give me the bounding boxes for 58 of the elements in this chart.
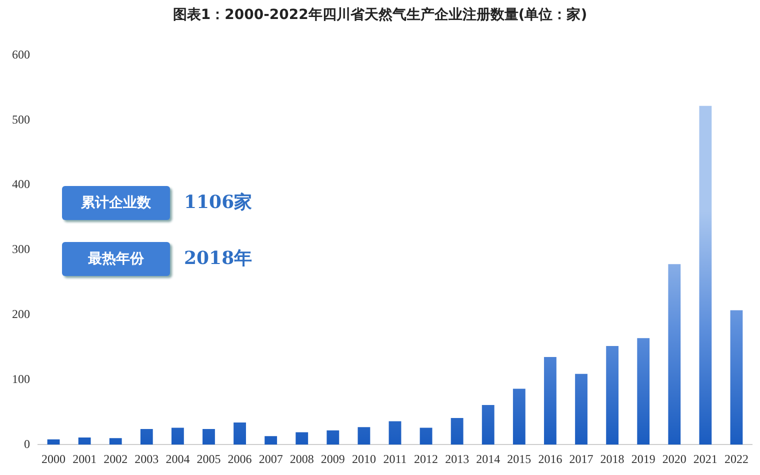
- x-tick-label: 2012: [414, 452, 438, 466]
- bar: [575, 374, 588, 445]
- x-tick-label: 2006: [228, 452, 252, 466]
- x-tick-label: 2018: [600, 452, 624, 466]
- x-tick-label: 2008: [290, 452, 314, 466]
- bar: [388, 421, 402, 445]
- annotation: 1106家: [184, 191, 252, 215]
- x-tick-label: 2002: [104, 452, 128, 466]
- bar: [606, 346, 619, 445]
- bar: [482, 405, 494, 445]
- x-tick-label: 2013: [445, 452, 470, 466]
- x-tick-label: 2019: [631, 452, 656, 466]
- bar: [450, 418, 464, 445]
- bar: [699, 106, 712, 445]
- x-tick-label: 2017: [569, 452, 594, 466]
- bar: [78, 437, 91, 445]
- bar: [171, 428, 184, 445]
- bar: [512, 388, 526, 445]
- x-tick-label: 2007: [258, 452, 283, 466]
- x-tick-label: 2004: [166, 452, 190, 466]
- bar: [668, 264, 681, 445]
- x-tick-label: 2010: [352, 452, 376, 466]
- bar: [326, 430, 340, 445]
- y-tick-label: 200: [12, 306, 30, 321]
- ribbon-banner: 累计企业数: [62, 186, 170, 220]
- x-tick-label: 2021: [693, 452, 718, 466]
- bar: [234, 422, 246, 445]
- bar: [637, 338, 650, 445]
- x-tick-label: 2009: [320, 452, 345, 466]
- bar: [296, 432, 308, 445]
- x-tick-label: 2003: [134, 452, 159, 466]
- bar: [544, 356, 556, 445]
- x-tick-label: 2015: [507, 452, 532, 466]
- y-tick-label: 100: [12, 372, 30, 386]
- x-tick-label: 2011: [383, 452, 407, 466]
- x-tick-label: 2014: [476, 452, 500, 466]
- x-tick-label: 2022: [724, 452, 748, 466]
- x-tick-label: 2016: [538, 452, 562, 466]
- y-tick-label: 300: [12, 242, 30, 256]
- bar: [730, 310, 743, 445]
- bar: [47, 439, 60, 445]
- bar: [420, 428, 432, 445]
- bar: [264, 436, 278, 445]
- y-tick-label: 400: [12, 177, 30, 192]
- annotation: 2018年: [184, 247, 252, 271]
- ribbon-banner: 最热年份: [62, 242, 170, 276]
- y-tick-label: 0: [24, 436, 30, 451]
- x-tick-label: 2005: [196, 452, 221, 466]
- chart-title: 图表1：2000-2022年四川省天然气生产企业注册数量(单位：家): [172, 6, 588, 24]
- x-tick-label: 2000: [42, 452, 66, 466]
- bar: [140, 429, 153, 445]
- x-tick-label: 2020: [662, 452, 686, 466]
- bar: [358, 427, 370, 445]
- y-tick-label: 600: [12, 47, 30, 62]
- x-tick-label: 2001: [72, 452, 97, 466]
- y-tick-label: 500: [12, 112, 30, 126]
- bar: [109, 438, 122, 445]
- bar: [202, 429, 215, 445]
